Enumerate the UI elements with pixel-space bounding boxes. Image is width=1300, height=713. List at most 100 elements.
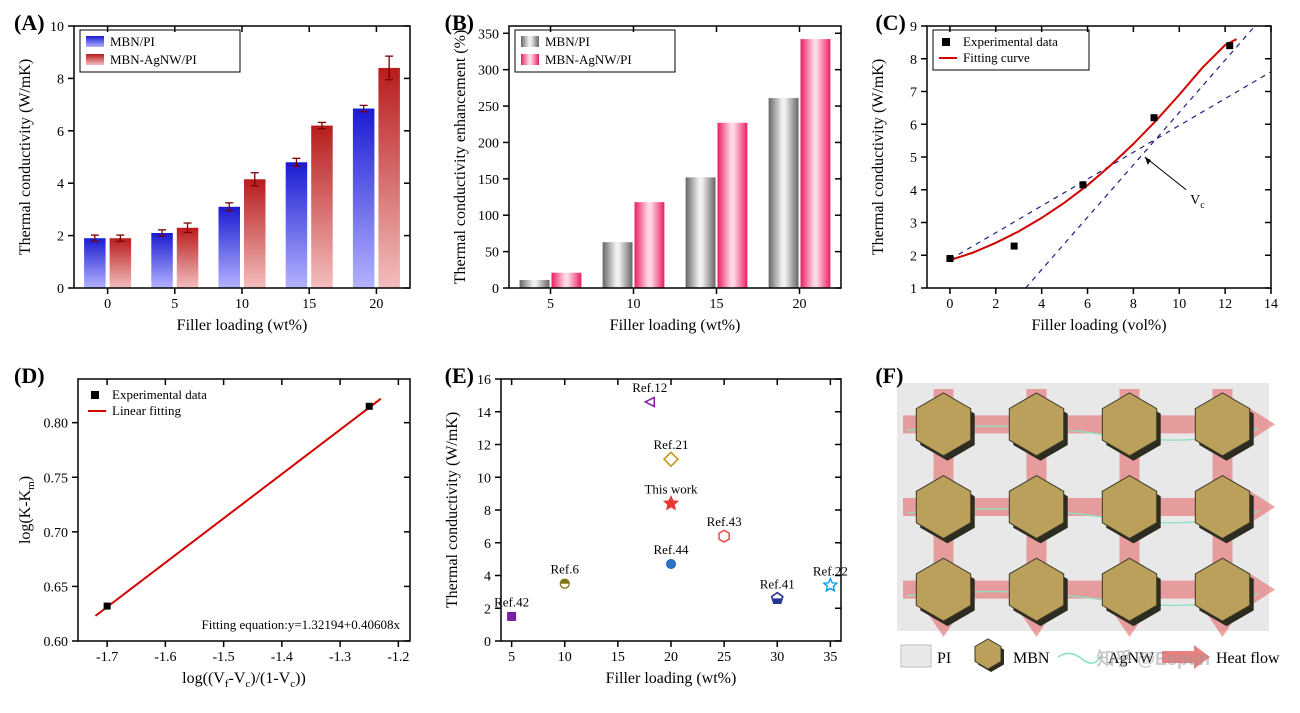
svg-text:Fitting curve: Fitting curve [963,50,1030,65]
svg-text:12: 12 [1218,297,1232,312]
panel-b: (B) 5101520050100150200250300350Filler l… [439,8,862,353]
svg-text:20: 20 [369,297,383,312]
svg-text:250: 250 [478,100,499,115]
svg-text:14: 14 [477,405,491,420]
svg-text:AgNW: AgNW [1108,650,1155,667]
svg-text:Ref.42: Ref.42 [494,594,529,609]
svg-text:5: 5 [547,297,554,312]
panel-a: (A) 0 5 10 15 20 0 2 4 6 8 10 Filler loading (wt%) T… [8,8,431,353]
svg-text:16: 16 [477,373,491,388]
svg-text:25: 25 [717,650,731,665]
svg-text:0: 0 [104,297,111,312]
svg-text:8: 8 [57,72,64,87]
svg-text:12: 12 [477,438,491,453]
svg-text:MBN/PI: MBN/PI [545,34,590,49]
svg-text:10: 10 [557,650,571,665]
svg-text:-1.4: -1.4 [271,650,293,665]
svg-text:6: 6 [910,118,917,133]
svg-text:0: 0 [484,635,491,650]
svg-text:6: 6 [1084,297,1091,312]
svg-text:8: 8 [484,504,491,519]
svg-text:0.75: 0.75 [44,471,69,486]
svg-text:0: 0 [947,297,954,312]
svg-text:Thermal conductivity (W/mK): Thermal conductivity (W/mK) [870,59,887,255]
svg-text:-1.5: -1.5 [213,650,235,665]
svg-text:14: 14 [1264,297,1278,312]
svg-text:MBN-AgNW/PI: MBN-AgNW/PI [110,52,197,67]
chart-b: 5101520050100150200250300350Filler loadi… [439,8,859,348]
svg-text:Thermal conductivity (W/mK): Thermal conductivity (W/mK) [17,59,34,255]
svg-text:10: 10 [50,20,64,35]
svg-text:15: 15 [302,297,316,312]
svg-text:Experimental data: Experimental data [963,34,1058,49]
svg-text:Ref.12: Ref.12 [632,379,667,394]
svg-text:Ref.21: Ref.21 [653,437,688,452]
svg-text:9: 9 [910,20,917,35]
svg-text:35: 35 [823,650,837,665]
svg-text:Filler loading (wt%): Filler loading (wt%) [177,317,308,334]
svg-text:5: 5 [910,151,917,166]
svg-text:Heat flow: Heat flow [1216,650,1280,667]
svg-text:2: 2 [910,249,917,264]
svg-text:7: 7 [910,86,917,101]
svg-text:20: 20 [792,297,806,312]
chart-e: Ref.42Ref.6Ref.12Ref.21This workRef.44Re… [439,361,859,701]
svg-text:Filler loading (wt%): Filler loading (wt%) [609,317,740,334]
svg-text:6: 6 [484,536,491,551]
svg-text:1: 1 [910,282,917,297]
svg-text:Ref.6: Ref.6 [550,561,579,576]
panel-c-label: (C) [875,10,906,36]
svg-text:MBN: MBN [1013,650,1050,667]
svg-text:log((Vf-Vc)/(1-Vc)): log((Vf-Vc)/(1-Vc)) [182,670,306,690]
svg-text:-1.2: -1.2 [387,650,409,665]
svg-text:10: 10 [626,297,640,312]
diagram-f: PI MBN AgNW Heat flow [869,361,1289,701]
svg-text:4: 4 [910,184,917,199]
svg-text:log(K-Km): log(K-Km) [17,475,37,543]
svg-text:2: 2 [57,230,64,245]
svg-text:10: 10 [1173,297,1187,312]
svg-text:0.80: 0.80 [44,416,69,431]
panel-e: (E) Ref.42Ref.6Ref.12Ref.21This workRef.… [439,361,862,706]
svg-text:6: 6 [57,125,64,140]
svg-text:Fitting equation:y=1.32194+0.4: Fitting equation:y=1.32194+0.40608x [202,617,401,632]
svg-text:8: 8 [1130,297,1137,312]
svg-text:0: 0 [57,282,64,297]
svg-text:Ref.22: Ref.22 [813,563,848,578]
svg-text:Ref.43: Ref.43 [706,514,741,529]
svg-text:2: 2 [484,602,491,617]
panel-d: (D) -1.7-1.6-1.5-1.4-1.3-1.20.600.650.70… [8,361,431,706]
svg-text:2: 2 [993,297,1000,312]
svg-text:PI: PI [937,650,951,667]
svg-text:350: 350 [478,27,499,42]
panel-b-label: (B) [445,10,474,36]
svg-text:Filler loading (wt%): Filler loading (wt%) [605,670,736,687]
panel-e-label: (E) [445,363,474,389]
svg-text:-1.6: -1.6 [154,650,176,665]
svg-text:150: 150 [478,173,499,188]
svg-text:Linear fitting: Linear fitting [112,403,181,418]
svg-text:20: 20 [664,650,678,665]
chart-d: -1.7-1.6-1.5-1.4-1.3-1.20.600.650.700.75… [8,361,428,701]
svg-text:4: 4 [1038,297,1045,312]
svg-text:Experimental data: Experimental data [112,387,207,402]
svg-text:MBN/PI: MBN/PI [110,34,155,49]
svg-text:-1.3: -1.3 [329,650,351,665]
svg-text:3: 3 [910,217,917,232]
svg-text:100: 100 [478,209,499,224]
panel-c: (C) Vc02468101214123456789Filler loading… [869,8,1292,353]
svg-text:0: 0 [492,282,499,297]
chart-a: 0 5 10 15 20 0 2 4 6 8 10 Filler loading (wt%) Therm… [8,8,428,348]
svg-text:Ref.41: Ref.41 [759,576,794,591]
svg-text:MBN-AgNW/PI: MBN-AgNW/PI [545,52,632,67]
svg-text:30: 30 [770,650,784,665]
svg-text:5: 5 [508,650,515,665]
svg-text:5: 5 [171,297,178,312]
svg-text:-1.7: -1.7 [96,650,118,665]
svg-text:10: 10 [235,297,249,312]
svg-text:200: 200 [478,136,499,151]
svg-text:Ref.44: Ref.44 [653,542,689,557]
panel-a-label: (A) [14,10,45,36]
panel-f-label: (F) [875,363,903,389]
svg-text:4: 4 [57,177,64,192]
